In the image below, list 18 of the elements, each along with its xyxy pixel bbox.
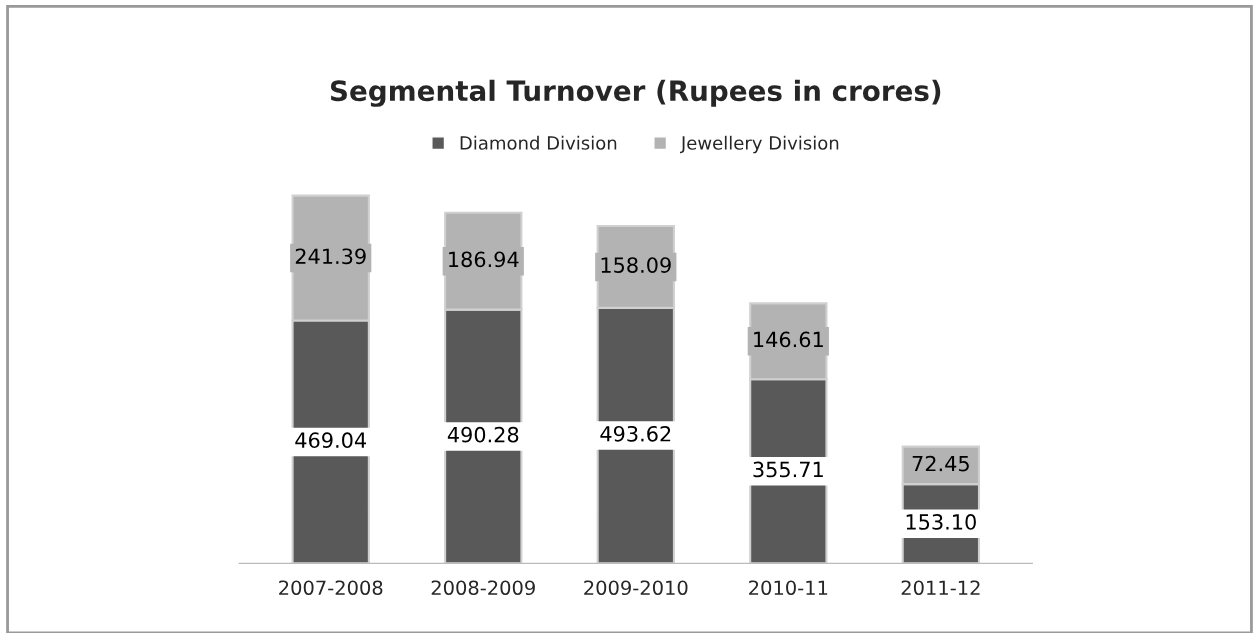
- data-label: 490.28: [447, 426, 519, 443]
- data-label: 153.10: [906, 514, 976, 530]
- data-label: 493.62: [600, 425, 671, 442]
- data-label: 72.45: [912, 455, 969, 472]
- legend-label: Jewellery Division: [679, 135, 839, 154]
- x-tick-label: 2010-11: [749, 580, 828, 596]
- data-label: 355.71: [753, 461, 823, 478]
- x-tick-label: 2009-2010: [584, 580, 688, 596]
- data-label: 146.61: [754, 331, 823, 348]
- data-label: 469.04: [295, 432, 367, 449]
- data-label: 241.39: [295, 248, 366, 265]
- x-tick-label: 2007-2008: [279, 580, 383, 596]
- data-label: 158.09: [601, 257, 671, 273]
- x-tick-label: 2011-12: [901, 580, 980, 596]
- data-label: 186.94: [449, 251, 519, 268]
- x-tick-label: 2008-2009: [431, 580, 535, 596]
- chart-title: Segmental Turnover (Rupees in crores): [330, 79, 941, 107]
- legend-label: Diamond Division: [460, 135, 617, 150]
